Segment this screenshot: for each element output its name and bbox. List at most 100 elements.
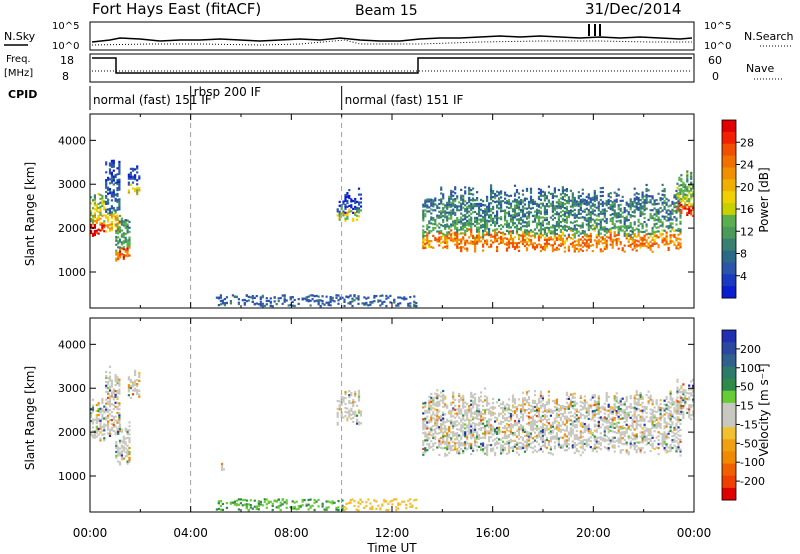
echo-cell [603,234,606,237]
echo-cell [128,441,131,444]
echo-cell [432,397,435,400]
echo-cell [657,212,660,215]
echo-cell [502,401,505,404]
echo-cell [579,226,582,229]
echo-cell [577,420,580,423]
echo-cell [118,250,122,253]
echo-cell [136,165,139,168]
echo-cell [553,399,556,402]
echo-cell [504,197,507,200]
echo-cell [521,407,525,410]
echo-cell [128,238,131,241]
echo-cell [464,200,467,203]
ground-scatter-cell [223,298,226,301]
echo-cell [605,391,608,395]
echo-cell [110,199,113,202]
echo-cell [500,192,503,195]
echo-cell [448,203,451,206]
echo-cell [635,202,638,205]
echo-cell [603,446,606,449]
echo-cell [101,224,104,227]
echo-cell [422,406,425,409]
ground-scatter-cell [265,297,268,300]
echo-cell [470,230,473,233]
echo-cell [533,200,537,203]
echo-cell [677,200,680,203]
echo-cell [494,416,497,419]
echo-cell [533,427,537,430]
echo-cell [543,433,546,436]
ground-scatter-cell [349,301,352,304]
echo-cell [639,397,642,401]
echo-cell [609,217,612,220]
echo-cell [476,240,479,243]
echo-cell [677,204,680,207]
echo-cell [348,401,351,405]
cpid-segment-label: normal (fast) 151 IF [345,93,464,107]
echo-cell [458,221,461,224]
ground-scatter-cell [311,298,314,301]
ground-scatter-cell [355,297,358,300]
echo-cell [488,426,491,429]
echo-cell [679,228,682,231]
echo-cell [450,215,453,218]
echo-cell [561,446,564,449]
echo-cell [680,209,683,212]
echo-cell [517,212,521,215]
echo-cell [442,389,445,393]
echo-cell [496,210,499,213]
echo-cell [543,195,546,198]
echo-cell [342,396,345,399]
echo-cell [462,400,465,403]
echo-cell [507,429,511,433]
echo-cell [539,436,542,439]
echo-cell [114,393,117,396]
echo-cell [690,175,693,178]
echo-cell [555,223,558,226]
echo-cell [450,401,453,404]
echo-cell [597,395,600,398]
echo-cell [551,250,554,253]
echo-cell [468,418,471,421]
echo-cell [440,188,443,191]
echo-cell [581,216,584,219]
echo-cell [515,246,519,249]
echo-cell [639,244,642,247]
echo-cell [474,240,477,243]
echo-cell [428,241,431,245]
echo-cell [657,218,660,221]
echo-cell [118,427,122,430]
echo-cell [107,416,110,419]
echo-cell [579,208,582,211]
echo-cell [569,403,572,406]
echo-cell [90,225,93,229]
echo-cell [138,389,141,392]
echo-cell [105,190,108,194]
echo-cell [607,403,610,406]
echo-cell [547,443,550,447]
echo-cell [474,426,477,429]
echo-cell [601,405,604,408]
echo-cell [547,191,550,194]
echo-cell [502,446,505,449]
echo-cell [659,232,662,235]
echo-cell [599,202,602,206]
echo-cell [91,232,95,235]
echo-cell [643,216,646,220]
echo-cell [480,214,483,217]
echo-cell [107,178,110,181]
echo-cell [569,411,572,414]
echo-cell [108,405,112,408]
echo-cell [561,420,564,423]
echo-cell [647,201,650,204]
echo-cell [537,243,541,246]
echo-cell [446,428,449,431]
echo-cell [126,225,129,228]
echo-cell [559,201,562,204]
echo-cell [521,425,525,428]
echo-cell [603,406,606,409]
echo-cell [653,217,656,220]
echo-cell [354,199,357,203]
echo-cell [571,400,574,404]
echo-cell [448,410,451,413]
